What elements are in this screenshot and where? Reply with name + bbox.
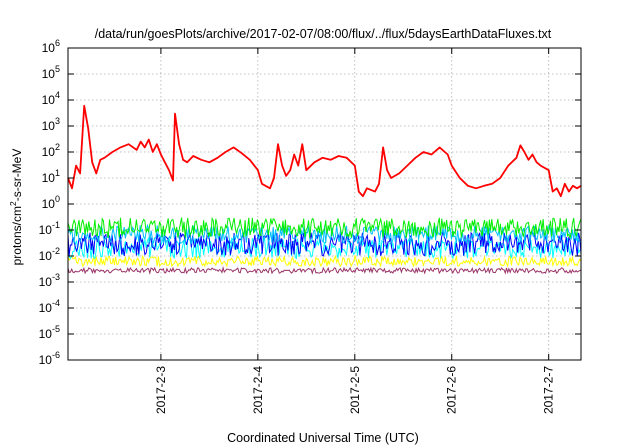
y-tick-exponent: 6 [55,38,60,48]
y-tick-label: 10-5 [39,324,60,341]
y-tick-label: 101 [42,168,60,185]
y-axis-tick-labels: 10-610-510-410-310-210-11001011021031041… [39,38,60,367]
y-tick-base: 10 [42,119,56,133]
y-tick-base: 10 [42,145,56,159]
y-tick-base: 10 [42,67,56,81]
y-tick-label: 102 [42,142,60,159]
series-line-red [67,104,582,198]
y-tick-exponent: -2 [52,246,60,256]
y-axis-label: protons/cm2-s-sr-MeV [8,149,24,266]
y-tick-label: 100 [42,194,60,211]
y-tick-base: 10 [39,353,53,367]
y-tick-exponent: 1 [55,168,60,178]
y-tick-exponent: -5 [52,324,60,334]
grid-lines [68,48,581,360]
x-axis-label: Coordinated Universal Time (UTC) [227,431,419,445]
y-tick-exponent: 4 [55,90,60,100]
y-tick-exponent: -6 [52,350,60,360]
y-tick-label: 103 [42,116,60,133]
y-tick-exponent: 3 [55,116,60,126]
y-tick-label: 10-6 [39,350,60,367]
series-line-band [67,216,582,240]
plot-frame [67,47,582,361]
y-tick-base: 10 [42,171,56,185]
y-tick-label: 106 [42,38,60,55]
y-tick-base: 10 [39,327,53,341]
y-tick-label: 10-4 [39,298,60,315]
y-tick-base: 10 [42,93,56,107]
y-tick-label: 10-1 [39,220,60,237]
y-tick-base: 10 [39,275,53,289]
x-axis-tick-labels: 2017-2-3 2017-2-4 2017-2-5 2017-2-6 2017-2-7 [154,366,556,414]
data-series [67,104,582,275]
x-tick-label: 2017-2-3 [154,366,168,414]
x-tick-label: 2017-2-4 [251,366,265,414]
y-tick-base: 10 [42,41,56,55]
y-axis-label-base: protons/cm [10,206,24,265]
y-tick-label: 10-3 [39,272,60,289]
y-tick-exponent: 2 [55,142,60,152]
series-line-band [67,236,582,260]
y-tick-base: 10 [39,223,53,237]
y-tick-base: 10 [39,301,53,315]
y-tick-base: 10 [39,249,53,263]
y-tick-label: 104 [42,90,60,107]
y-tick-exponent: -3 [52,272,60,282]
x-tick-label: 2017-2-5 [348,366,362,414]
y-tick-exponent: 0 [55,194,60,204]
x-tick-label: 2017-2-6 [445,366,459,414]
y-tick-exponent: -4 [52,298,60,308]
y-tick-exponent: -1 [52,220,60,230]
chart-title: /data/run/goesPlots/archive/2017-02-07/0… [95,27,552,41]
y-axis-label-rest: -s-sr-MeV [10,149,24,202]
x-tick-label: 2017-2-7 [542,366,556,414]
plot-border [67,47,582,361]
y-axis-label-superscript: 2 [8,201,18,206]
series-line-band [67,230,582,257]
y-tick-base: 10 [42,197,56,211]
series-line-band [67,266,582,275]
series-line-band [67,254,582,268]
y-tick-label: 10-2 [39,246,60,263]
y-tick-label: 105 [42,64,60,81]
y-tick-exponent: 5 [55,64,60,74]
